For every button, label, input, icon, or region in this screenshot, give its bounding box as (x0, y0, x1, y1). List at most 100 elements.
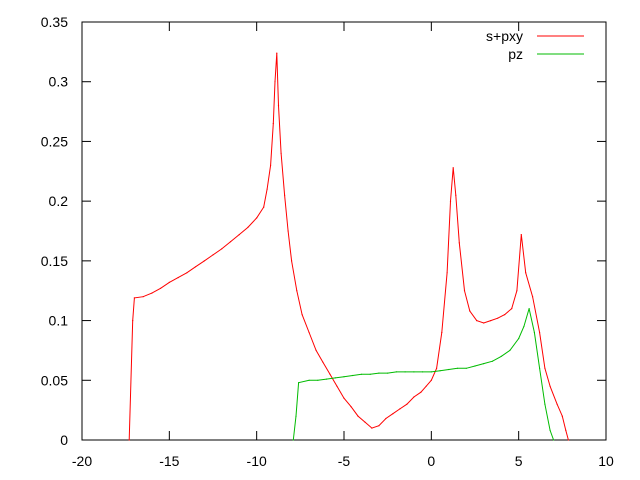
x-tick-label: -10 (247, 453, 267, 469)
data-point (238, 234, 240, 236)
data-point (203, 260, 205, 262)
data-point (455, 194, 457, 196)
x-tick-label: 10 (598, 453, 614, 469)
data-point (315, 349, 317, 351)
data-point (465, 367, 467, 369)
data-point (133, 297, 135, 299)
data-point (387, 372, 389, 374)
data-point (553, 439, 555, 441)
data-point (298, 382, 300, 384)
data-point (476, 320, 478, 322)
data-point (291, 260, 293, 262)
data-point (221, 248, 223, 250)
data-point (509, 349, 511, 351)
data-point (539, 367, 541, 369)
data-point (395, 371, 397, 373)
data-point (360, 373, 363, 375)
data-point (452, 167, 454, 169)
data-point (422, 371, 424, 373)
data-point (277, 105, 280, 107)
y-tick-label: 0.1 (49, 313, 69, 329)
data-point (458, 242, 460, 244)
data-point (549, 429, 551, 431)
data-point (350, 406, 352, 408)
data-point (160, 287, 162, 289)
data-point (520, 234, 522, 236)
data-point (266, 188, 268, 190)
data-point (567, 439, 570, 441)
data-point (430, 379, 432, 381)
data-point (352, 374, 354, 377)
data-point (287, 230, 289, 232)
data-point (413, 371, 415, 373)
series-line-0 (128, 53, 569, 441)
data-point (483, 322, 485, 324)
data-point (284, 194, 286, 196)
series-group (128, 52, 570, 441)
data-point (420, 391, 422, 393)
y-tick-label: 0.2 (49, 193, 69, 209)
data-point (229, 241, 232, 243)
data-point (177, 277, 179, 279)
data-point (256, 217, 258, 219)
y-tick-label: 0 (60, 432, 68, 448)
data-point (263, 206, 265, 208)
data-point (441, 331, 443, 334)
y-tick-label: 0.25 (41, 133, 68, 149)
data-point (399, 408, 401, 410)
data-point (357, 415, 359, 417)
data-point (168, 281, 170, 283)
y-tick-label: 0.05 (41, 372, 68, 388)
data-point (336, 385, 338, 387)
data-point (474, 365, 476, 367)
y-tick-label: 0.35 (41, 14, 68, 30)
data-point (270, 164, 272, 166)
data-point (274, 81, 276, 83)
data-point (436, 367, 438, 369)
data-point (329, 373, 331, 375)
data-point (343, 397, 345, 399)
y-axis: 0 0.05 0.1 0.15 0.2 0.25 0.3 0.35 (41, 14, 606, 448)
data-point (532, 296, 534, 298)
data-point (549, 385, 551, 387)
data-point (301, 314, 303, 316)
data-point (212, 254, 214, 256)
data-point (292, 439, 294, 441)
data-point (308, 379, 310, 381)
legend: s+pxy pz (486, 28, 584, 62)
data-point (343, 376, 345, 378)
data-point (276, 52, 278, 54)
x-tick-label: -15 (159, 453, 179, 469)
data-point (132, 320, 134, 322)
data-point (296, 290, 298, 292)
data-point (561, 415, 563, 417)
data-point (500, 355, 502, 357)
data-point (565, 429, 567, 431)
data-point (448, 368, 450, 371)
data-point (449, 200, 452, 202)
data-point (430, 371, 432, 373)
x-tick-label: -20 (72, 453, 92, 469)
data-point (533, 331, 536, 334)
data-point (556, 403, 558, 405)
data-point (456, 367, 459, 369)
data-point (544, 403, 546, 405)
data-point (317, 379, 319, 381)
data-point (392, 413, 394, 415)
data-point (334, 377, 336, 379)
data-point (504, 314, 506, 316)
data-point (194, 266, 197, 268)
data-point (364, 421, 366, 423)
data-point (497, 317, 499, 319)
data-point (413, 396, 415, 398)
data-point (128, 439, 130, 441)
x-tick-label: -5 (338, 453, 351, 469)
data-point (325, 378, 328, 380)
data-point (425, 385, 427, 387)
data-point (469, 310, 471, 312)
x-axis: -20 -15 -10 -5 0 5 10 (72, 22, 614, 469)
data-point (525, 272, 527, 274)
data-point (280, 152, 282, 154)
data-point (518, 337, 520, 340)
